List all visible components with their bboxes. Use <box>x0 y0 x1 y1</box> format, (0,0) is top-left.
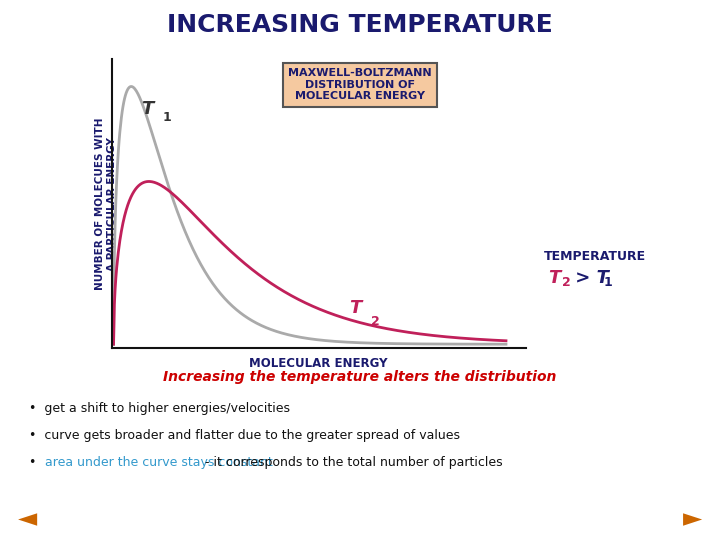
Text: > T: > T <box>569 269 608 287</box>
Text: - it corresponds to the total number of particles: - it corresponds to the total number of … <box>201 456 503 469</box>
Text: 1: 1 <box>603 276 612 289</box>
Text: INCREASING TEMPERATURE: INCREASING TEMPERATURE <box>167 14 553 37</box>
Y-axis label: NUMBER OF MOLECUES WITH
A PARTICULAR ENERGY: NUMBER OF MOLECUES WITH A PARTICULAR ENE… <box>95 118 117 290</box>
Text: T: T <box>549 269 561 287</box>
X-axis label: MOLECULAR ENERGY: MOLECULAR ENERGY <box>249 356 388 370</box>
Text: •: • <box>29 456 44 469</box>
Text: Increasing the temperature alters the distribution: Increasing the temperature alters the di… <box>163 370 557 384</box>
Text: TEMPERATURE: TEMPERATURE <box>544 250 646 263</box>
Text: MAXWELL-BOLTZMANN
DISTRIBUTION OF
MOLECULAR ENERGY: MAXWELL-BOLTZMANN DISTRIBUTION OF MOLECU… <box>288 68 432 102</box>
Text: area under the curve stays constant: area under the curve stays constant <box>45 456 272 469</box>
Text: ◄: ◄ <box>18 508 37 531</box>
Text: ►: ► <box>683 508 702 531</box>
Text: •  curve gets broader and flatter due to the greater spread of values: • curve gets broader and flatter due to … <box>29 429 460 442</box>
Text: T: T <box>140 100 153 118</box>
Text: 1: 1 <box>162 111 171 124</box>
Text: T: T <box>349 299 361 317</box>
Text: 2: 2 <box>371 315 380 328</box>
Text: •  get a shift to higher energies/velocities: • get a shift to higher energies/velocit… <box>29 402 289 415</box>
Text: 2: 2 <box>562 276 570 289</box>
